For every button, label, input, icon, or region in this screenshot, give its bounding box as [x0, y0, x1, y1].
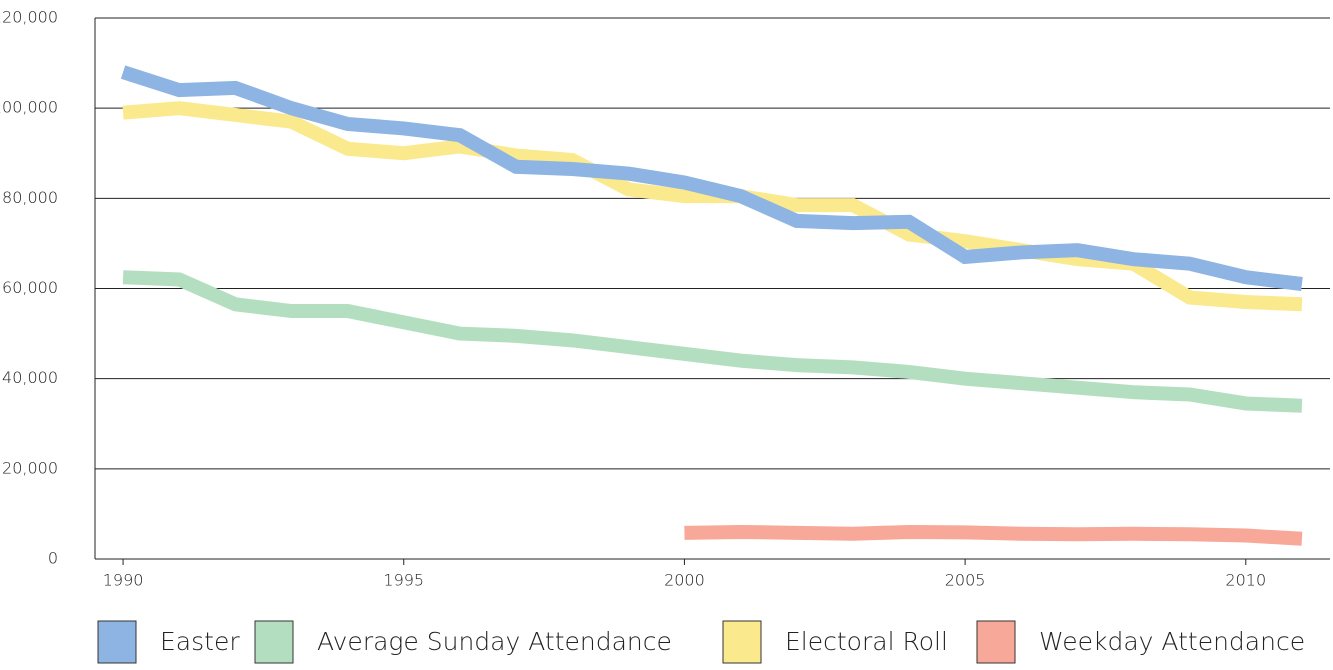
y-tick-label: 20,000 [2, 458, 58, 477]
legend: Easter Average Sunday Attendance Electoral… [97, 620, 1305, 664]
y-tick-label: 120,000 [0, 8, 58, 27]
axes: 0 20,000 40,000 60,000 80,000 100,000 120,000 1… [0, 8, 1330, 590]
y-tick-label: 80,000 [2, 188, 58, 207]
series-line [122, 101, 1303, 312]
legend-swatch [97, 620, 137, 664]
legend-swatch [254, 620, 294, 664]
x-tick-label: 2010 [1225, 571, 1266, 590]
lines [120, 65, 1303, 546]
x-tick-label: 1995 [383, 571, 424, 590]
series-line [684, 524, 1303, 546]
x-tick-label: 2005 [945, 571, 986, 590]
y-tick-label: 60,000 [2, 278, 58, 297]
legend-label: Electoral Roll [785, 627, 948, 656]
legend-label: Average Sunday Attendance [317, 627, 672, 656]
y-tick-label: 0 [48, 549, 58, 568]
series-line [122, 270, 1303, 413]
y-tick-label: 100,000 [0, 98, 58, 117]
x-tick-label: 2000 [664, 571, 705, 590]
legend-label: Weekday Attendance [1039, 627, 1305, 656]
legend-swatch [976, 620, 1016, 664]
x-tick-label: 1990 [103, 571, 144, 590]
legend-swatch [722, 620, 762, 664]
series-line [120, 65, 1303, 291]
legend-label: Easter [160, 627, 240, 656]
y-tick-label: 40,000 [2, 368, 58, 387]
